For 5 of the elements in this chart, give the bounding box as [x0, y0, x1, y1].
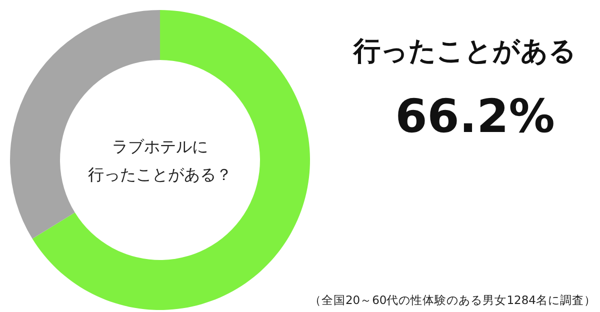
text: 行ったことがある？ [88, 165, 232, 184]
text: （全国20～60代の性体験のある男女1284名に調査） [309, 293, 596, 307]
slice-label: 行ったことがある [352, 36, 576, 67]
text: ラブホテルに [112, 137, 208, 156]
data-label: 66.2% [395, 89, 555, 143]
